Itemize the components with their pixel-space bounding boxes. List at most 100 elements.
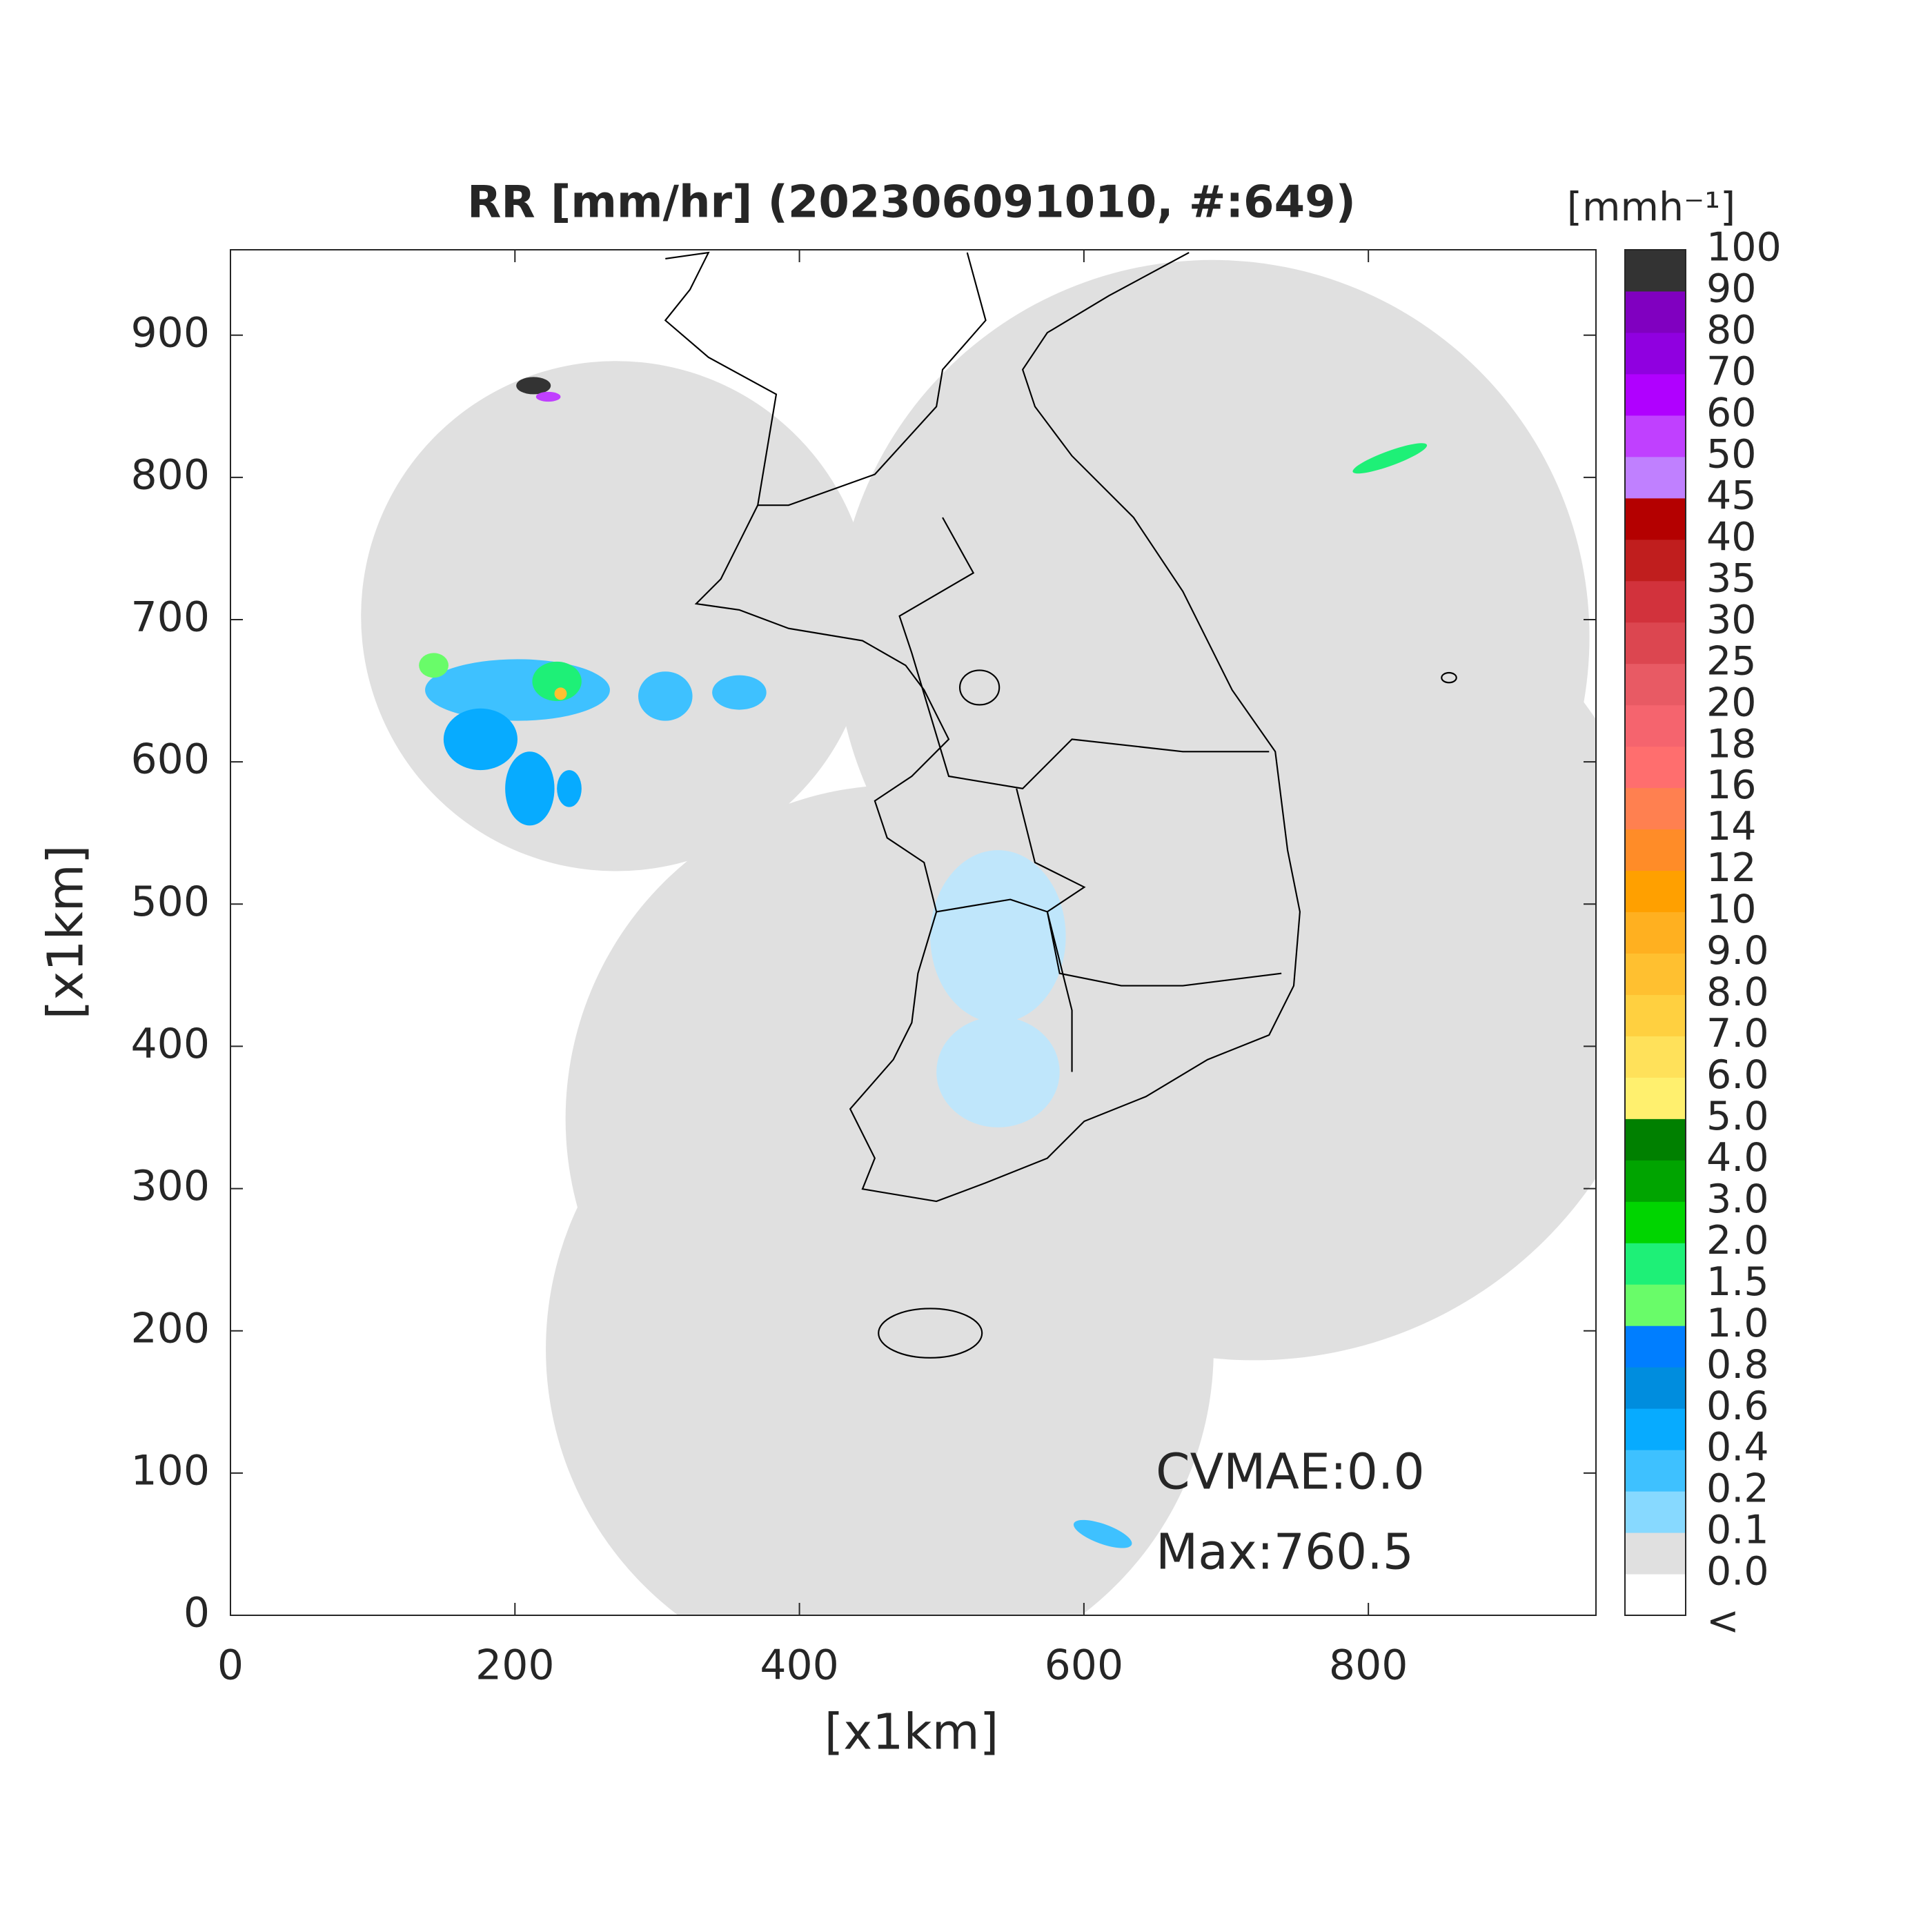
echo	[419, 653, 448, 678]
colorbar-segment	[1625, 1325, 1686, 1368]
colorbar-label: 12	[1706, 845, 1757, 891]
colorbar-label: <	[1706, 1599, 1739, 1644]
colorbar-segment	[1625, 1160, 1686, 1202]
colorbar-segment	[1625, 1408, 1686, 1450]
colorbar-label: 100	[1706, 225, 1782, 270]
colorbar-label: 0.4	[1706, 1425, 1769, 1470]
colorbar-label: 40	[1706, 514, 1757, 560]
colorbar-label: 50	[1706, 431, 1757, 477]
rain-echoes	[419, 377, 1428, 1548]
echo	[443, 708, 518, 771]
colorbar-label: 1.0	[1706, 1301, 1769, 1346]
colorbar-label: 0.6	[1706, 1383, 1769, 1429]
echo	[638, 671, 693, 721]
colorbar-label: 0.8	[1706, 1342, 1769, 1388]
y-tick-label: 100	[130, 1446, 210, 1495]
colorbar-segment	[1625, 994, 1686, 1036]
city-boundary	[958, 669, 1000, 706]
colorbar-segment	[1625, 870, 1686, 913]
colorbar-label: 9.0	[1706, 928, 1769, 974]
coast-line	[664, 251, 1301, 1203]
echo	[930, 850, 1066, 1023]
axes-box	[230, 249, 1597, 1616]
colorbar-segment	[1625, 456, 1686, 499]
colorbar-label: 20	[1706, 680, 1757, 725]
echo	[554, 687, 567, 700]
colorbar-segment	[1625, 829, 1686, 871]
colorbar-segment	[1625, 746, 1686, 789]
colorbar-segment	[1625, 1243, 1686, 1285]
echo	[712, 675, 767, 710]
colorbar-segment	[1625, 1077, 1686, 1119]
colorbar-label: 45	[1706, 473, 1757, 518]
colorbar-label: 60	[1706, 391, 1757, 436]
colorbar-label: 1.5	[1706, 1259, 1769, 1305]
annotation: Max:760.5	[1156, 1524, 1414, 1581]
colorbar-segment	[1625, 1036, 1686, 1078]
colorbar-label: 6.0	[1706, 1052, 1769, 1098]
echo	[532, 661, 582, 702]
colorbar-label: 7.0	[1706, 1011, 1769, 1056]
colorbar-segment	[1625, 415, 1686, 457]
island	[1441, 671, 1457, 684]
colorbar-label: 80	[1706, 308, 1757, 353]
colorbar-segment	[1625, 1201, 1686, 1243]
colorbar-label: 0.1	[1706, 1508, 1769, 1553]
colorbar-segment	[1625, 332, 1686, 375]
colorbar-segment	[1625, 663, 1686, 706]
colorbar-label: 5.0	[1706, 1094, 1769, 1139]
coverage-disc	[361, 361, 871, 871]
colorbar-label: 0.0	[1706, 1549, 1769, 1595]
colorbar-label: 30	[1706, 597, 1757, 642]
echo	[535, 391, 561, 402]
colorbar-label: 2.0	[1706, 1218, 1769, 1263]
border-line	[1016, 788, 1282, 987]
colorbar-segment	[1625, 250, 1686, 292]
coastline	[664, 251, 1457, 1359]
colorbar-label: 18	[1706, 721, 1757, 767]
colorbar-segment	[1625, 290, 1686, 333]
border-line	[758, 252, 987, 506]
colorbar-segment	[1625, 1574, 1686, 1616]
colorbar-segment	[1625, 373, 1686, 416]
x-tick-label: 800	[1329, 1642, 1408, 1690]
colorbar-label: 8.0	[1706, 969, 1769, 1015]
y-tick-label: 800	[130, 451, 210, 499]
colorbar-label: 70	[1706, 349, 1757, 395]
y-tick-label: 900	[130, 308, 210, 357]
colorbar-segment	[1625, 1118, 1686, 1161]
annotation: CVMAE:0.0	[1156, 1443, 1425, 1501]
colorbar-segment	[1625, 1284, 1686, 1326]
colorbar-segment	[1625, 1532, 1686, 1575]
colorbar-label: 10	[1706, 887, 1757, 932]
colorbar-label: 35	[1706, 555, 1757, 601]
colorbar-segment	[1625, 1450, 1686, 1492]
x-axis-label: [x1km]	[825, 1704, 999, 1761]
colorbar-label: 16	[1706, 762, 1757, 808]
y-tick-label: 300	[130, 1162, 210, 1210]
echo	[516, 377, 551, 395]
colorbar-label: 3.0	[1706, 1176, 1769, 1222]
x-tick-label: 400	[760, 1642, 839, 1690]
y-tick-label: 400	[130, 1020, 210, 1068]
colorbar-segment	[1625, 911, 1686, 954]
radar-coverage	[361, 251, 1596, 1616]
colorbar-label: 4.0	[1706, 1135, 1769, 1181]
y-tick-label: 500	[130, 878, 210, 926]
island	[878, 1308, 983, 1359]
y-tick-label: 600	[130, 736, 210, 784]
echo	[1073, 1519, 1132, 1548]
colorbar-segment	[1625, 622, 1686, 664]
echo	[1352, 443, 1428, 474]
colorbar-box	[1624, 249, 1686, 1616]
y-tick-label: 0	[184, 1589, 210, 1637]
echo	[425, 659, 610, 721]
colorbar-label: 90	[1706, 266, 1757, 312]
echo	[557, 770, 582, 807]
x-tick-label: 600	[1045, 1642, 1124, 1690]
x-tick-label: 200	[475, 1642, 555, 1690]
echo	[505, 751, 555, 826]
colorbar-segment	[1625, 497, 1686, 540]
